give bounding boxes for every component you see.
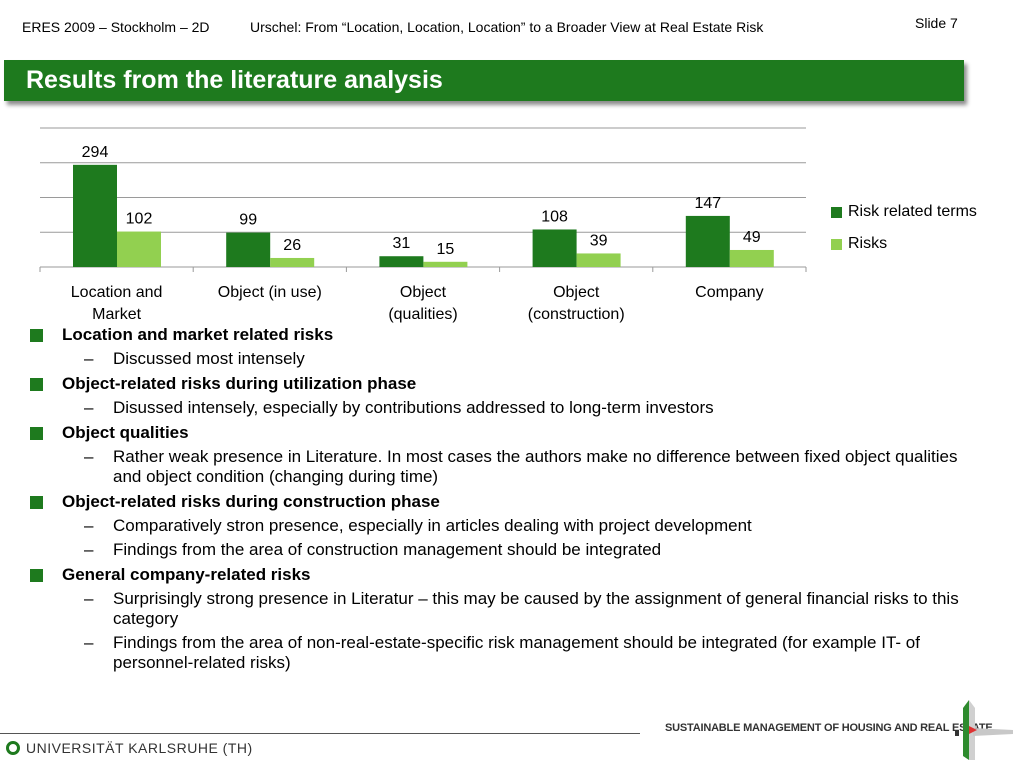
bullet-square-icon xyxy=(30,329,43,342)
university-name: UNIVERSITÄT KARLSRUHE (TH) xyxy=(26,740,253,756)
footer-divider xyxy=(0,733,640,734)
data-label: 108 xyxy=(541,208,568,225)
bar xyxy=(379,256,424,267)
bullet-heading-text: Object-related risks during utilization … xyxy=(62,374,417,393)
sub-bullet-text: Rather weak presence in Literature. In m… xyxy=(113,447,958,486)
sub-bullet: – Rather weak presence in Literature. In … xyxy=(0,447,1024,487)
legend-label-risk-terms: Risk related terms xyxy=(848,203,977,220)
bullet-heading-text: Object qualities xyxy=(62,423,189,442)
data-label: 31 xyxy=(393,235,411,252)
sub-bullet-text: Discussed most intensely xyxy=(113,349,305,368)
sub-bullet: – Findings from the area of non-real-esta… xyxy=(0,633,1024,673)
sub-bullet-text: Surprisingly strong presence in Literatu… xyxy=(113,589,959,628)
bar xyxy=(532,229,577,267)
bullet-heading: Location and market related risks xyxy=(0,324,1024,345)
dash-icon: – xyxy=(84,349,94,368)
data-label: 15 xyxy=(437,241,455,258)
dash-icon: – xyxy=(84,516,94,535)
bar xyxy=(576,253,621,267)
category-label: Location and Market xyxy=(71,284,163,323)
university-logo-icon xyxy=(6,741,20,755)
data-label: 49 xyxy=(743,229,761,246)
dash-icon: – xyxy=(84,589,94,608)
title-bar: Results from the literature analysis xyxy=(4,60,964,101)
sub-bullet: – Surprisingly strong presence in Literat… xyxy=(0,589,1024,629)
sub-bullet-text: Findings from the area of non-real-estat… xyxy=(113,633,920,672)
legend-swatch-risk-terms xyxy=(831,206,842,218)
dash-icon: – xyxy=(84,447,94,466)
bullet-square-icon xyxy=(30,427,43,440)
data-label: 294 xyxy=(82,144,109,161)
dash-icon: – xyxy=(84,398,94,417)
data-label: 39 xyxy=(590,232,608,249)
data-label: 147 xyxy=(694,195,721,212)
sub-bullet-text: Comparatively stron presence, especially… xyxy=(113,516,752,535)
category-label: Object (in use) xyxy=(218,284,322,301)
bar xyxy=(423,261,468,267)
sub-bullet: – Disussed intensely, especially by contr… xyxy=(0,398,1024,418)
bullet-heading-text: Location and market related risks xyxy=(62,325,334,344)
legend-swatch-risks xyxy=(831,238,842,250)
italian-flag-mark-icon xyxy=(955,700,1013,760)
legend-label-risks: Risks xyxy=(848,235,888,252)
sub-bullet: – Discussed most intensely xyxy=(0,349,1024,369)
bullet-heading: Object-related risks during construction… xyxy=(0,491,1024,512)
bar xyxy=(117,231,161,267)
bar-chart: 294 102 Location and Market 99 26 Object (in u… xyxy=(39,127,807,323)
header-event: ERES 2009 – Stockholm – 2D xyxy=(22,19,210,35)
sub-bullet: – Findings from the area of construction … xyxy=(0,540,1024,560)
bullet-heading-text: General company-related risks xyxy=(62,565,311,584)
legend-item-risk-terms: Risk related terms xyxy=(831,196,977,228)
sub-bullet-text: Findings from the area of construction m… xyxy=(113,540,662,559)
sub-bullet-text: Disussed intensely, especially by contri… xyxy=(113,398,714,417)
bar xyxy=(270,257,315,267)
category-label: Object (qualities) xyxy=(388,284,457,323)
dash-icon: – xyxy=(84,633,94,652)
bar xyxy=(226,232,271,267)
bullet-heading-text: Object-related risks during construction… xyxy=(62,492,440,511)
slide-title: Results from the literature analysis xyxy=(26,66,443,94)
bullet-heading: General company-related risks xyxy=(0,564,1024,585)
bar xyxy=(685,215,730,267)
bar xyxy=(73,164,117,267)
footer-tagline: SUSTAINABLE MANAGEMENT OF HOUSING AND RE… xyxy=(665,722,993,734)
data-label: 99 xyxy=(239,212,257,229)
bullet-square-icon xyxy=(30,569,43,582)
dash-icon: – xyxy=(84,540,94,559)
sub-bullet: – Comparatively stron presence, especiall… xyxy=(0,516,1024,536)
category-label: Company xyxy=(695,284,763,301)
bullet-square-icon xyxy=(30,496,43,509)
legend-item-risks: Risks xyxy=(831,228,977,260)
bullet-square-icon xyxy=(30,378,43,391)
header-paper-title: Urschel: From “Location, Location, Locat… xyxy=(250,19,764,35)
data-label: 26 xyxy=(283,237,301,254)
footer-university: UNIVERSITÄT KARLSRUHE (TH) xyxy=(6,740,253,756)
bullet-heading: Object qualities xyxy=(0,422,1024,443)
bullet-heading: Object-related risks during utilization … xyxy=(0,373,1024,394)
category-label: Object (construction) xyxy=(528,284,625,323)
slide-number: Slide 7 xyxy=(915,15,958,31)
bar xyxy=(729,249,774,267)
data-label: 102 xyxy=(126,211,153,228)
bullet-list: Location and market related risks – Discus… xyxy=(0,320,1024,673)
chart-legend: Risk related terms Risks xyxy=(831,196,977,260)
